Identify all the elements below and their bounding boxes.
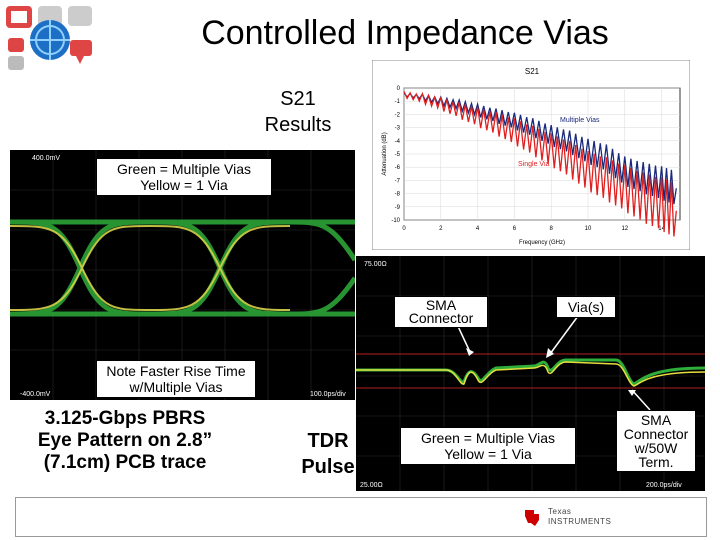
ti-brand-line1: Texas	[548, 507, 572, 516]
eye-legend-yellow: Yellow = 1 Via	[140, 177, 228, 193]
eye-diagram: 400.0mV -400.0mV 100.0ps/div	[9, 150, 358, 400]
legend-multiple-vias: Multiple Vias	[560, 117, 600, 124]
chart-xtick-label: 8	[550, 226, 554, 232]
legend-single-via: Single Via	[518, 161, 550, 168]
eye-caption: 3.125-Gbps PBRS Eye Pattern on 2.8” (7.1…	[30, 408, 220, 474]
tdr-label-line2: Pulse	[301, 456, 355, 478]
tdr-label-line1: TDR	[307, 430, 349, 452]
chart-ytick-label: -4	[395, 139, 401, 145]
chart-ytick-label: -1	[395, 99, 401, 105]
eye-legend-green: Green = Multiple Vias	[117, 161, 251, 177]
rise-time-note-line1: Note Faster Rise Time	[106, 363, 246, 379]
chart-xlabel: Frequency (GHz)	[519, 240, 565, 246]
chart-ytick-label: -6	[395, 165, 401, 171]
s21-results-label: S21 Results	[248, 86, 348, 138]
sma-connector-label: SMA Connector	[394, 296, 488, 328]
chart-ytick-label: -10	[391, 218, 400, 224]
sma-termination-label: SMA Connector w/50W Term.	[616, 410, 696, 472]
tdr-pulse-label: TDR Pulse	[296, 428, 360, 480]
rise-time-note-line2: w/Multiple Vias	[129, 379, 223, 395]
chart-xtick-label: 12	[621, 226, 628, 232]
chart-ytick-label: -8	[395, 192, 401, 198]
sma-label-line1: SMA	[425, 297, 457, 313]
tdr-legend-green: Green = Multiple Vias	[421, 430, 555, 446]
eye-legend-box: Green = Multiple Vias Yellow = 1 Via	[96, 158, 272, 196]
eye-scale-bottom: -400.0mV	[20, 391, 51, 398]
chart-series-line-1	[403, 91, 677, 237]
slide-title: Controlled Impedance Vias	[201, 14, 609, 52]
chart-title: S21	[525, 67, 540, 76]
term-line1: SMA	[640, 412, 672, 428]
tdr-legend-yellow: Yellow = 1 Via	[444, 446, 532, 462]
term-line3: w/50W	[634, 440, 678, 456]
chart-ytick-label: -3	[395, 126, 401, 132]
chart-ytick-label: -7	[395, 178, 401, 184]
chart-xtick-label: 0	[402, 226, 406, 232]
chart-xtick-label: 14	[658, 226, 665, 232]
chart-xtick-label: 10	[585, 226, 592, 232]
chart-ytick-label: 0	[397, 86, 401, 92]
chart-xtick-label: 4	[476, 226, 480, 232]
chart-ytick-label: -9	[395, 205, 401, 211]
eye-caption-line3: (7.1cm) PCB trace	[43, 452, 207, 473]
eye-scale-top: 400.0mV	[32, 155, 60, 162]
eye-caption-line2: Eye Pattern on 2.8”	[37, 430, 213, 451]
s21-label-line1: S21	[280, 88, 316, 110]
ti-brand-line2: Instruments	[548, 517, 612, 526]
term-line4: Term.	[638, 454, 674, 470]
tdr-legend-box: Green = Multiple Vias Yellow = 1 Via	[400, 427, 576, 465]
chart-xtick-label: 2	[439, 226, 443, 232]
chart-ytick-label: -2	[395, 112, 401, 118]
s21-chart: S21 0 -1 -2 -3 -4 -5 -6 -7 -8 -9 -10 0 2 4 6 8 10 12 14 F…	[372, 60, 690, 250]
eye-time-scale: 100.0ps/div	[310, 391, 346, 398]
chart-ylabel: Attenuation (dB)	[382, 132, 388, 175]
s21-label-line2: Results	[264, 114, 332, 136]
tdr-time-scale: 200.0ps/div	[646, 482, 682, 489]
ti-logo: Texas Instruments	[522, 504, 632, 532]
network-globe-icon	[6, 6, 92, 70]
sma-label-line2: Connector	[408, 310, 474, 326]
tdr-scale-bottom: 25.00Ω	[360, 482, 383, 489]
footer-bar: Texas Instruments	[15, 497, 707, 537]
chart-series-line-0	[403, 92, 677, 205]
chart-ytick-label: -5	[395, 152, 401, 158]
eye-caption-line1: 3.125-Gbps PBRS	[44, 408, 206, 429]
term-line2: Connector	[623, 426, 689, 442]
ti-logo-icon	[525, 510, 539, 526]
vias-label: Via(s)	[556, 296, 616, 318]
chart-xtick-label: 6	[513, 226, 517, 232]
rise-time-note-box: Note Faster Rise Time w/Multiple Vias	[96, 360, 256, 398]
tdr-scale-top: 75.00Ω	[364, 261, 387, 268]
